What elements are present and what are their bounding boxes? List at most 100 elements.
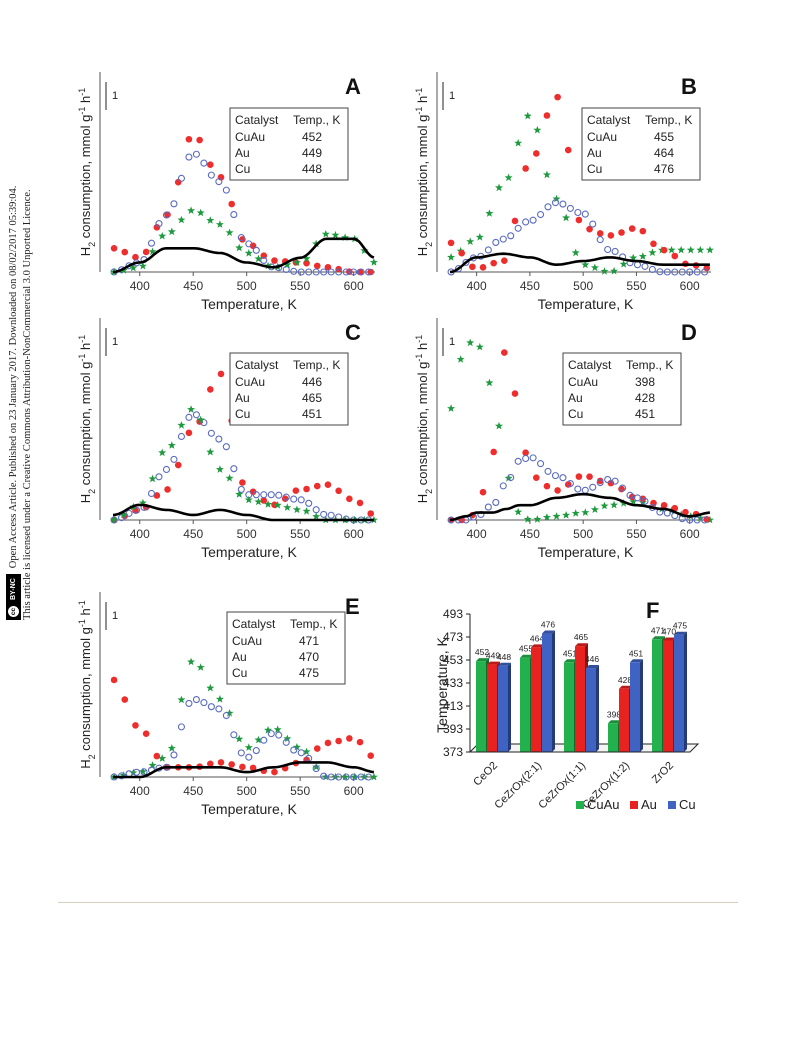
y-axis-label: Temperature, K xyxy=(434,636,450,732)
cu-point xyxy=(633,494,642,502)
cuau-point xyxy=(158,231,167,240)
series-au xyxy=(447,93,711,272)
cuau-point xyxy=(533,125,542,134)
au-point xyxy=(132,253,139,261)
cuau-point xyxy=(215,220,224,228)
au-point xyxy=(543,482,551,490)
y-tick-label: 473 xyxy=(443,630,463,644)
cu-point xyxy=(207,703,215,711)
cuau-point xyxy=(638,252,647,260)
cu-point xyxy=(230,211,238,219)
bar-value-label: 452 xyxy=(475,647,489,657)
cu-point xyxy=(185,413,193,421)
x-tick-label: 600 xyxy=(344,279,364,293)
series-ref xyxy=(449,252,710,274)
au-point xyxy=(458,249,466,257)
au-point xyxy=(217,759,225,766)
cu-point xyxy=(245,240,253,248)
cuau-point xyxy=(321,772,330,781)
panel-c: 1 C 400 450 500 550 600 Temperature, K H2 consum… xyxy=(77,318,378,560)
au-point xyxy=(532,474,540,481)
au-point xyxy=(228,761,236,768)
cuau-point xyxy=(485,378,494,387)
au-point xyxy=(335,737,342,745)
x-tick-label: 450 xyxy=(183,279,203,293)
cu-point xyxy=(282,738,290,746)
cu-point xyxy=(312,506,320,514)
cu-point xyxy=(155,220,163,228)
table-cell-catalyst: Au xyxy=(568,391,583,405)
cu-point xyxy=(357,773,365,781)
cuau-point xyxy=(341,772,350,781)
cu-point xyxy=(499,235,507,243)
category-label: ZrO2 xyxy=(650,760,676,786)
cuau-point xyxy=(196,208,205,217)
cu-point xyxy=(320,510,328,518)
cu-point xyxy=(335,268,343,276)
au-point xyxy=(335,487,342,495)
table-cell-catalyst: Cu xyxy=(232,666,247,680)
au-point xyxy=(564,146,572,154)
cu-point xyxy=(200,699,208,707)
cu-point xyxy=(275,491,283,499)
panel-a: 1 A 400 450 500 550 600 Temperature, K H2 consum… xyxy=(77,72,378,312)
au-point xyxy=(447,239,455,247)
x-axis-label: Temperature, K xyxy=(201,296,297,312)
cu-point xyxy=(215,705,223,713)
au-point xyxy=(660,501,668,509)
cuau-point xyxy=(447,404,456,412)
au-point xyxy=(522,449,529,457)
y-tick-label: 373 xyxy=(443,745,463,759)
au-point xyxy=(596,230,604,237)
cuau-point xyxy=(495,421,503,430)
table-cell-temp: 465 xyxy=(302,391,322,405)
bar-top xyxy=(520,654,533,658)
cuau-point xyxy=(138,767,147,775)
x-tick-label: 600 xyxy=(344,527,364,541)
cuau-point xyxy=(148,474,157,483)
au-point xyxy=(522,165,529,172)
table-cell-temp: 446 xyxy=(302,375,322,389)
cu-point xyxy=(462,258,470,266)
cuau-point xyxy=(225,474,234,482)
x-tick-label: 400 xyxy=(467,527,487,541)
cuau-point xyxy=(254,735,263,744)
cu-point xyxy=(574,208,582,217)
cu-point xyxy=(671,268,679,276)
cuau-point xyxy=(235,490,244,498)
cu-point xyxy=(185,699,193,707)
au-point xyxy=(367,510,375,517)
cuau-point xyxy=(331,230,340,239)
cuau-point xyxy=(138,498,147,507)
table-cell-catalyst: CuAu xyxy=(235,375,265,389)
cuau-point xyxy=(177,421,186,429)
cuau-point xyxy=(350,772,359,781)
cu-point xyxy=(215,178,223,186)
peak-temperature-table: Catalyst Temp., K CuAu 446 Au 465 Cu 451 xyxy=(229,352,349,426)
cuau-point xyxy=(244,495,253,504)
cu-point xyxy=(275,731,283,739)
au-point xyxy=(628,225,636,232)
table-frame xyxy=(562,352,682,426)
table-cell-catalyst: CuAu xyxy=(587,130,617,144)
cu-point xyxy=(297,496,305,504)
bar-top xyxy=(674,631,687,635)
bar-value-label: 451 xyxy=(563,648,577,658)
au-point xyxy=(618,229,625,236)
cu-point xyxy=(260,736,268,744)
cu-point xyxy=(200,419,208,427)
cuau-point xyxy=(610,500,619,509)
table-cell-catalyst: Cu xyxy=(235,407,250,421)
x-tick-label: 550 xyxy=(626,527,646,541)
table-cell-temp: 448 xyxy=(302,162,322,176)
cuau-point xyxy=(369,258,378,266)
cu-point xyxy=(230,731,238,739)
cu-point xyxy=(237,749,245,757)
cu-point xyxy=(140,768,148,776)
au-point xyxy=(554,93,561,101)
x-tick-label: 450 xyxy=(520,527,540,541)
bar-cu xyxy=(542,630,555,752)
cu-point xyxy=(693,516,701,524)
series-cuau xyxy=(110,206,378,276)
cuau-point xyxy=(542,170,551,179)
